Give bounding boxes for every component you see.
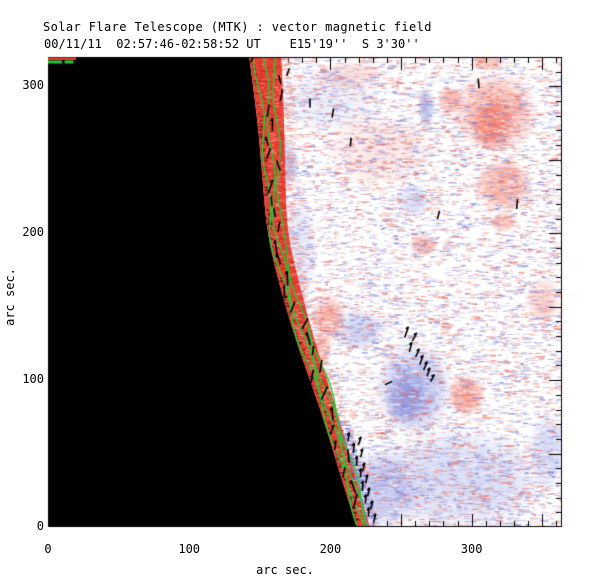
x-axis-tick-label: 0 [44,542,52,556]
y-axis-tick-label: 200 [22,225,44,240]
figure-title: Solar Flare Telescope (MTK) : vector mag… [43,20,432,34]
x-axis-title: arc sec. [256,563,314,577]
y-axis-tick-label: 0 [36,519,44,533]
x-axis-tick-label: 200 [319,542,342,556]
y-axis-title: arc sec. [3,268,17,326]
x-axis-tick-label: 300 [460,542,483,556]
y-axis-tick-label: 100 [22,372,44,387]
x-axis-tick-label: 100 [178,542,201,556]
y-axis-tick-label: 300 [22,78,44,93]
figure-subtitle: 00/11/11 02:57:46-02:58:52 UT E15'19'' S… [44,37,420,51]
